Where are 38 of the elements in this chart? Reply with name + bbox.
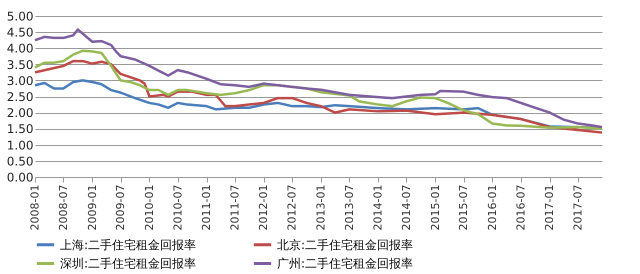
y-tick-label: 2.00 (6, 106, 34, 120)
x-tick-label: 2013-01 (314, 184, 328, 230)
y-tick-label: 2.50 (6, 90, 34, 104)
x-tick-label: 2013-07 (342, 184, 356, 230)
x-tick-label: 2009-07 (114, 184, 128, 230)
x-tick-label: 2012-07 (286, 184, 299, 230)
line-series (34, 50, 604, 130)
x-tick-label: 2008-07 (56, 184, 70, 230)
legend-label: 北京:二手住宅租金回报率 (277, 238, 414, 252)
x-tick-label: 2015-01 (428, 184, 442, 230)
y-tick-label: 1.00 (6, 138, 34, 152)
y-tick-label: 3.50 (6, 58, 34, 72)
y-tick-label: 4.00 (6, 42, 34, 56)
y-tick-label: 0.50 (6, 154, 34, 168)
x-tick-label: 2010-07 (171, 184, 184, 230)
y-tick-label: 3.00 (6, 74, 34, 88)
x-tick-label: 2014-01 (372, 184, 385, 230)
x-tick-label: 2016-07 (514, 184, 528, 230)
x-tick-label: 2014-07 (400, 184, 413, 230)
y-tick-label: 4.50 (6, 26, 34, 40)
legend-label: 深圳:二手住宅租金回报率 (60, 256, 196, 270)
x-tick-label: 2016-01 (486, 184, 499, 230)
x-tick-label: 2008-01 (28, 184, 42, 230)
legend-label: 上海:二手住宅租金回报率 (60, 238, 196, 252)
line-series (34, 60, 604, 134)
x-tick-label: 2017-07 (572, 184, 585, 230)
x-tick-label: 2017-01 (543, 184, 556, 230)
x-tick-label: 2009-01 (86, 184, 99, 230)
x-tick-label: 2011-07 (228, 184, 242, 230)
line-series (34, 28, 604, 128)
y-tick-label: 1.50 (6, 122, 34, 136)
x-tick-label: 2015-07 (457, 184, 470, 230)
x-tick-label: 2011-01 (200, 184, 214, 230)
y-tick-label: 5.00 (6, 10, 34, 24)
x-tick-label: 2010-01 (142, 184, 156, 230)
x-tick-label: 2012-01 (257, 184, 270, 230)
y-tick-label: 0.00 (6, 170, 34, 184)
legend-label: 广州:二手住宅租金回报率 (277, 256, 414, 270)
